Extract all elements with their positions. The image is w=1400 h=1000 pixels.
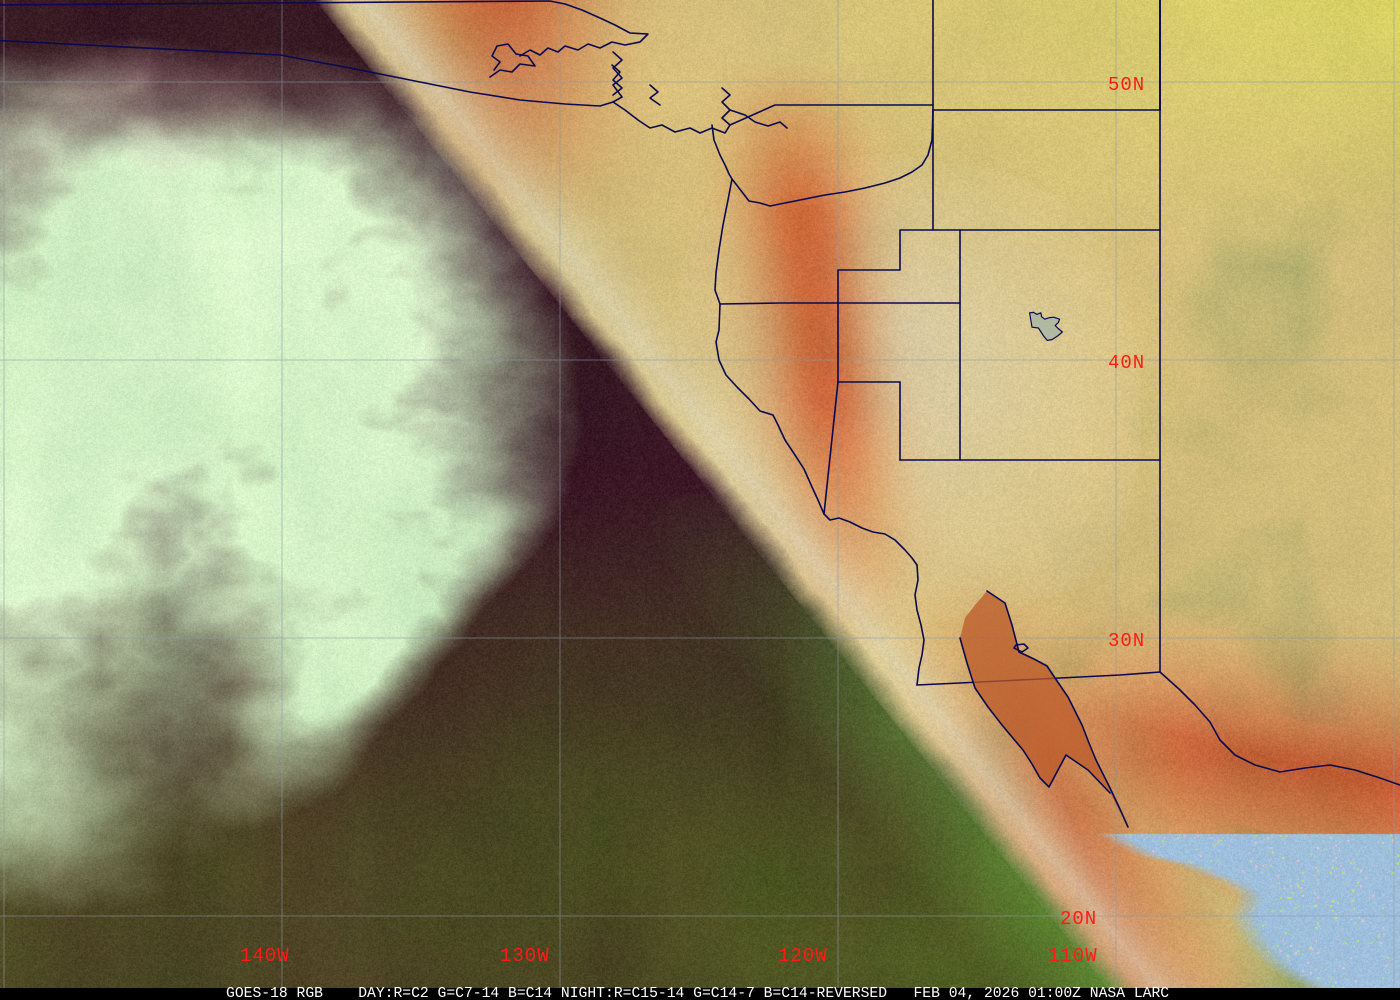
svg-text:20N: 20N — [1060, 908, 1097, 930]
svg-text:140W: 140W — [240, 945, 290, 967]
svg-text:130W: 130W — [500, 945, 550, 967]
svg-text:110W: 110W — [1048, 945, 1098, 967]
svg-text:120W: 120W — [778, 945, 828, 967]
svg-text:30N: 30N — [1108, 630, 1145, 652]
svg-text:50N: 50N — [1108, 74, 1145, 96]
svg-text:GOES-18 RGB DAY:R=C2 G=C7-1: GOES-18 RGB DAY:R=C2 G=C7-14 B=C14 NIGHT… — [226, 986, 1169, 1000]
svg-text:40N: 40N — [1108, 352, 1145, 374]
